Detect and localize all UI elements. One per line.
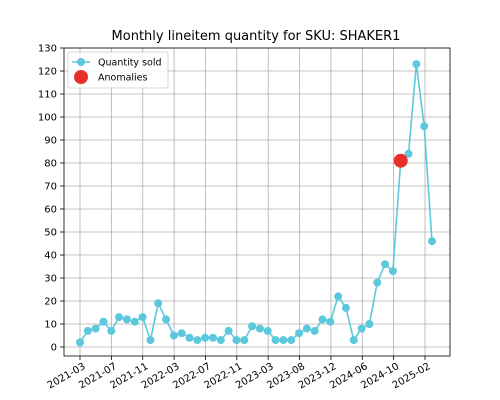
legend-marker-quantity xyxy=(77,58,85,66)
data-point xyxy=(287,336,296,345)
data-point xyxy=(146,336,155,345)
data-point xyxy=(193,336,202,345)
data-point xyxy=(420,122,429,131)
legend-box xyxy=(67,51,169,89)
data-point xyxy=(154,299,163,308)
data-point xyxy=(162,315,171,324)
data-point xyxy=(365,320,374,328)
chart-title: Monthly lineitem quantity for SKU: SHAKE… xyxy=(112,29,401,44)
data-point xyxy=(279,336,288,345)
y-tick-label: 120 xyxy=(38,67,57,78)
legend-marker-anomalies xyxy=(74,70,88,84)
data-point xyxy=(83,326,92,335)
legend-label-anomalies: Anomalies xyxy=(98,73,148,84)
y-tick-label: 50 xyxy=(44,228,57,239)
anomaly-markers-group xyxy=(393,153,408,168)
data-point xyxy=(388,267,397,276)
grid-lines xyxy=(64,47,450,356)
data-point xyxy=(115,313,124,322)
y-tick-label: 40 xyxy=(44,251,57,262)
series-markers-group xyxy=(76,60,436,347)
legend: Quantity sold Anomalies xyxy=(67,51,169,89)
y-tick-label: 130 xyxy=(38,44,57,55)
data-point xyxy=(334,292,343,301)
y-tick-label: 70 xyxy=(44,182,57,193)
data-point xyxy=(107,326,116,335)
data-point xyxy=(177,329,186,338)
data-point xyxy=(271,336,280,345)
data-point xyxy=(310,326,319,335)
data-point xyxy=(326,317,335,326)
data-point xyxy=(255,324,264,333)
data-point xyxy=(428,237,436,246)
data-point xyxy=(169,331,178,340)
y-tick-label: 10 xyxy=(44,320,57,331)
y-tick-label: 30 xyxy=(44,274,57,285)
data-point xyxy=(404,149,413,158)
data-point xyxy=(240,336,249,345)
data-point xyxy=(216,336,225,345)
data-point xyxy=(295,329,304,338)
y-tick-label: 90 xyxy=(44,136,57,147)
series-line-group xyxy=(79,64,433,344)
data-point xyxy=(99,317,108,326)
data-point xyxy=(76,338,84,347)
data-point xyxy=(248,322,257,331)
data-point xyxy=(185,333,194,342)
y-tick-label: 80 xyxy=(44,159,57,170)
y-tick-label: 110 xyxy=(38,90,57,101)
data-point xyxy=(208,333,217,342)
x-axis: 2021-032021-072021-112022-032022-072022-… xyxy=(46,356,433,391)
data-point xyxy=(130,317,139,326)
plot-frame xyxy=(63,47,451,357)
data-point xyxy=(91,324,100,333)
data-point xyxy=(373,278,382,287)
y-tick-label: 20 xyxy=(44,297,57,308)
data-point xyxy=(381,260,390,269)
data-point xyxy=(201,333,210,342)
data-point xyxy=(357,324,366,333)
data-point xyxy=(263,326,272,335)
anomaly-point xyxy=(393,153,408,168)
legend-label-quantity: Quantity sold xyxy=(98,58,162,69)
data-point xyxy=(318,315,327,324)
y-tick-label: 0 xyxy=(51,343,57,354)
data-point xyxy=(122,315,131,324)
series-line-quantity-sold xyxy=(79,64,433,344)
y-tick-label: 100 xyxy=(38,113,57,124)
data-point xyxy=(349,336,358,345)
data-point xyxy=(138,313,147,322)
y-axis: 0 10 20 30 40 50 60 70 80 90 100 110 120 130 xyxy=(38,44,64,354)
y-tick-label: 60 xyxy=(44,205,57,216)
data-point xyxy=(232,336,241,345)
data-point xyxy=(341,303,350,312)
data-point xyxy=(224,326,233,335)
data-point xyxy=(302,324,311,333)
data-point xyxy=(412,60,421,69)
